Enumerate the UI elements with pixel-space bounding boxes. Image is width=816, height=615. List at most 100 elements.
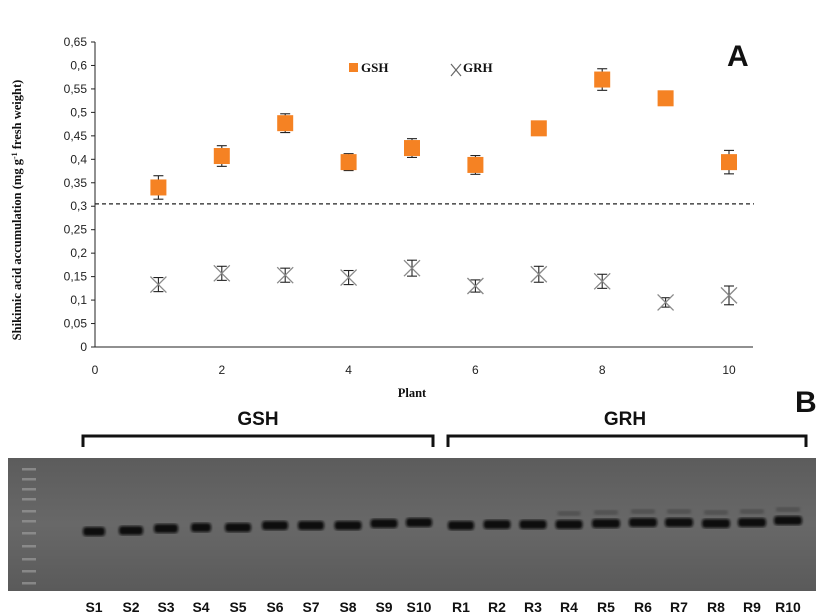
y-tick-label: 0 bbox=[80, 340, 87, 354]
lane-label: R1 bbox=[452, 599, 470, 615]
lane-label: S5 bbox=[229, 599, 246, 615]
data-point-grh bbox=[466, 277, 484, 295]
gel-band bbox=[592, 519, 620, 528]
legend: GSH GRH bbox=[349, 60, 493, 77]
ladder-band bbox=[22, 558, 36, 561]
data-point-grh bbox=[149, 276, 167, 294]
gel-band bbox=[665, 518, 693, 527]
plot-area: 0 0,05 0,1 0,15 0,2 0,25 0,3 0,35 0,4 0,45 0,5 0,55… bbox=[64, 35, 754, 377]
y-tick-label: 0,2 bbox=[70, 246, 87, 260]
data-point-gsh bbox=[594, 71, 611, 88]
y-tick-label: 0,1 bbox=[70, 293, 87, 307]
data-point-grh bbox=[340, 269, 358, 287]
lane-label: S9 bbox=[375, 599, 392, 615]
legend-grh-marker bbox=[450, 63, 462, 77]
x-tick-label: 10 bbox=[722, 363, 736, 377]
lane-label: S2 bbox=[122, 599, 139, 615]
panel-a-label: A bbox=[727, 40, 749, 73]
lane-label: R3 bbox=[524, 599, 542, 615]
lane-label: R8 bbox=[707, 599, 725, 615]
ladder-band bbox=[22, 570, 36, 573]
y-tick-label: 0,05 bbox=[64, 317, 88, 331]
cross-stroke bbox=[720, 286, 738, 304]
y-tick-label: 0,5 bbox=[70, 105, 87, 119]
x-tick-label: 8 bbox=[599, 363, 606, 377]
gel-band bbox=[262, 521, 288, 530]
data-point-gsh bbox=[277, 115, 294, 132]
data-point-gsh bbox=[150, 179, 167, 196]
ladder-band bbox=[22, 498, 36, 501]
gel-band-faint bbox=[704, 510, 728, 515]
x-tick-label: 6 bbox=[472, 363, 479, 377]
cross-stroke bbox=[403, 259, 421, 277]
data-point-gsh bbox=[340, 154, 357, 171]
data-point-gsh bbox=[467, 156, 484, 173]
ladder-band bbox=[22, 468, 36, 471]
gel-band bbox=[298, 521, 324, 530]
ladder-band bbox=[22, 532, 36, 535]
gel-band bbox=[629, 518, 657, 527]
cross-stroke bbox=[530, 265, 548, 283]
data-point-grh bbox=[657, 293, 675, 311]
data-point-gsh bbox=[404, 140, 420, 157]
lane-label: R6 bbox=[634, 599, 652, 615]
lane-label: S6 bbox=[266, 599, 283, 615]
gel-band bbox=[370, 519, 398, 528]
gel-band bbox=[483, 520, 511, 529]
panel-b-label: B bbox=[795, 386, 816, 419]
gel-band bbox=[519, 520, 547, 529]
lane-label: S7 bbox=[302, 599, 319, 615]
x-tick-label: 0 bbox=[92, 363, 99, 377]
gel-band-faint bbox=[631, 509, 655, 514]
x-tick-label: 4 bbox=[345, 363, 352, 377]
ladder-band bbox=[22, 488, 36, 491]
gel-band bbox=[448, 521, 474, 530]
data-point-grh bbox=[213, 264, 231, 282]
dna-ladder bbox=[22, 468, 36, 585]
y-tick-label: 0,55 bbox=[64, 82, 88, 96]
data-point-grh bbox=[593, 272, 611, 290]
gel-band-faint bbox=[740, 509, 764, 514]
data-point-grh bbox=[276, 266, 294, 284]
ladder-band bbox=[22, 545, 36, 548]
data-point-gsh bbox=[530, 120, 547, 137]
lane-label: R2 bbox=[488, 599, 506, 615]
ladder-band bbox=[22, 510, 36, 513]
lane-label: R7 bbox=[670, 599, 688, 615]
legend-gsh-label: GSH bbox=[361, 60, 388, 75]
data-point-gsh bbox=[657, 90, 674, 107]
y-tick-label: 0,3 bbox=[70, 199, 87, 213]
y-tick-label: 0,45 bbox=[64, 129, 88, 143]
lane-label: S1 bbox=[85, 599, 102, 615]
gel-band bbox=[225, 523, 251, 532]
gsh-bracket bbox=[81, 434, 435, 447]
y-tick-label: 0,4 bbox=[70, 152, 87, 166]
data-point-gsh bbox=[213, 148, 230, 165]
cross-stroke bbox=[340, 269, 358, 287]
lane-label: R9 bbox=[743, 599, 761, 615]
gel-band bbox=[555, 520, 583, 529]
y-tick-label: 0,65 bbox=[64, 35, 88, 49]
gel-band bbox=[334, 521, 362, 530]
ladder-band bbox=[22, 478, 36, 481]
gel-band-faint bbox=[557, 511, 581, 516]
x-tick-label: 2 bbox=[218, 363, 225, 377]
gel-band bbox=[774, 516, 802, 525]
cross-stroke bbox=[276, 266, 294, 284]
ladder-band bbox=[22, 520, 36, 523]
lane-label: R5 bbox=[597, 599, 615, 615]
cross-stroke bbox=[149, 276, 167, 294]
data-point-grh bbox=[403, 259, 421, 277]
y-tick-label: 0,15 bbox=[64, 270, 88, 284]
cross-stroke bbox=[213, 264, 231, 282]
gel-bands: S1 S2 S3 S4 S5 S6 S7 S8 S9 S10 R1 R2 R3 R4 R5 R6 R7 R8 R9 R… bbox=[83, 507, 802, 615]
data-point-grh bbox=[530, 265, 548, 283]
gel-band bbox=[154, 524, 178, 533]
gel-band bbox=[83, 527, 105, 536]
gel-band-faint bbox=[776, 507, 800, 512]
gel-band bbox=[702, 519, 730, 528]
legend-grh-label: GRH bbox=[463, 60, 493, 75]
data-marks bbox=[149, 68, 738, 311]
data-point-gsh bbox=[721, 154, 737, 171]
